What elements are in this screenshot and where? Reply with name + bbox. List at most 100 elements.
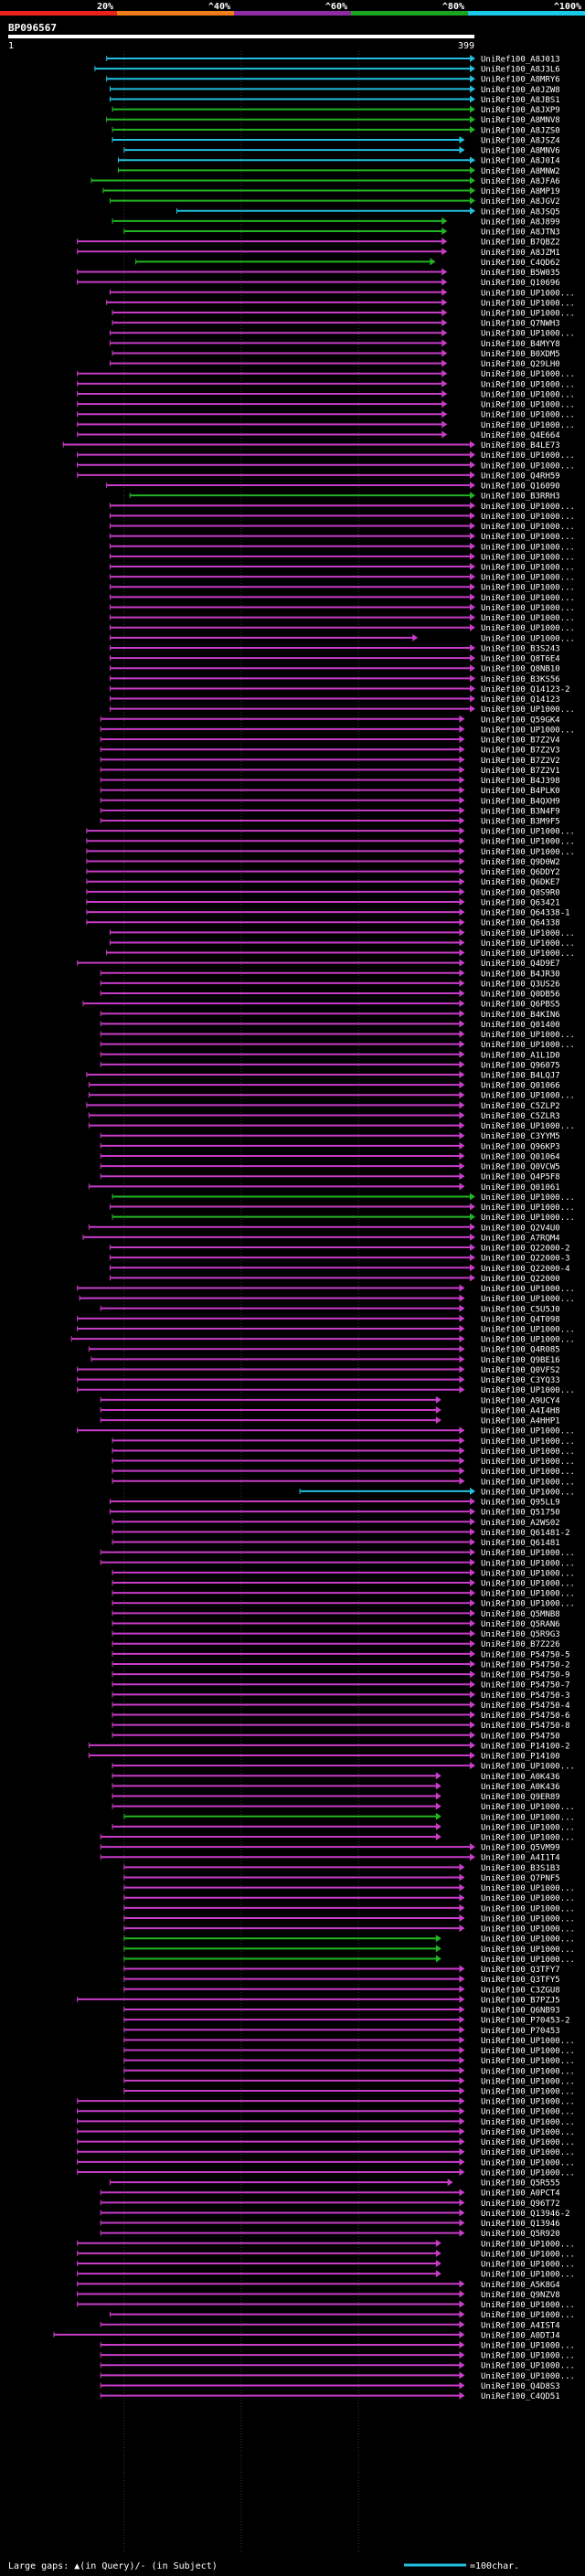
hit-label[interactable]: UniRef100_B7Z2V3 — [481, 747, 560, 756]
hit-label[interactable]: UniRef100_Q10696 — [481, 279, 560, 288]
hit-row[interactable]: UniRef100_UP1000... — [77, 2117, 575, 2127]
hit-label[interactable]: UniRef100_A4I1T4 — [481, 1854, 560, 1863]
hit-label[interactable]: UniRef100_A0K436 — [481, 1773, 560, 1782]
hit-row[interactable]: UniRef100_UP1000... — [100, 1833, 575, 1843]
hit-row[interactable]: UniRef100_P54750-2 — [112, 1659, 570, 1670]
hit-label[interactable]: UniRef100_UP1000... — [481, 421, 575, 430]
hit-row[interactable]: UniRef100_A1L1D0 — [100, 1050, 560, 1061]
hit-row[interactable]: UniRef100_UP1000... — [100, 1558, 575, 1569]
hit-label[interactable]: UniRef100_Q01066 — [481, 1082, 560, 1091]
hit-label[interactable]: UniRef100_Q9NZV8 — [481, 2291, 560, 2300]
hit-row[interactable]: UniRef100_P70453-2 — [123, 2016, 570, 2026]
hit-label[interactable]: UniRef100_Q5VM99 — [481, 1844, 560, 1853]
hit-label[interactable]: UniRef100_UP1000... — [481, 1031, 575, 1040]
hit-label[interactable]: UniRef100_UP1000... — [481, 1813, 575, 1822]
hit-row[interactable]: UniRef100_UP1000... — [77, 461, 575, 472]
hit-row[interactable]: UniRef100_A0JZW8 — [109, 85, 560, 95]
hit-row[interactable]: UniRef100_UP1000... — [112, 1436, 575, 1447]
hit-label[interactable]: UniRef100_Q7PNF5 — [481, 1874, 560, 1883]
hit-row[interactable]: UniRef100_A8MNV6 — [123, 146, 560, 156]
hit-label[interactable]: UniRef100_UP1000... — [481, 1945, 575, 1955]
hit-row[interactable]: UniRef100_B7Z2V2 — [100, 756, 560, 766]
hit-row[interactable]: UniRef100_UP1000... — [109, 603, 575, 613]
hit-label[interactable]: UniRef100_Q14123-2 — [481, 685, 570, 694]
hit-row[interactable]: UniRef100_A8J0I4 — [117, 156, 560, 166]
hit-row[interactable]: UniRef100_UP1000... — [112, 1568, 575, 1579]
hit-label[interactable]: UniRef100_UP1000... — [481, 1193, 575, 1203]
hit-row[interactable]: UniRef100_Q96075 — [100, 1060, 560, 1071]
hit-label[interactable]: UniRef100_UP1000... — [481, 1295, 575, 1304]
hit-row[interactable]: UniRef100_Q96T72 — [100, 2199, 560, 2209]
hit-label[interactable]: UniRef100_Q29LH0 — [481, 360, 560, 369]
hit-label[interactable]: UniRef100_UP1000... — [481, 1386, 575, 1395]
hit-row[interactable]: UniRef100_UP1000... — [123, 1883, 575, 1894]
hit-label[interactable]: UniRef100_P54750-6 — [481, 1712, 570, 1721]
hit-label[interactable]: UniRef100_Q8S9R0 — [481, 888, 560, 897]
hit-row[interactable]: UniRef100_UP1000... — [109, 928, 575, 938]
hit-label[interactable]: UniRef100_Q0DB56 — [481, 991, 560, 1000]
hit-row[interactable]: UniRef100_UP1000... — [109, 502, 575, 512]
hit-row[interactable]: UniRef100_UP1000... — [77, 2107, 575, 2117]
hit-label[interactable]: UniRef100_UP1000... — [481, 584, 575, 593]
hit-row[interactable]: UniRef100_B7Z226 — [112, 1639, 560, 1650]
hit-label[interactable]: UniRef100_B3S243 — [481, 644, 560, 653]
hit-row[interactable]: UniRef100_UP1000... — [77, 2147, 575, 2158]
hit-row[interactable]: UniRef100_UP1000... — [109, 623, 575, 634]
hit-row[interactable]: UniRef100_Q9NZV8 — [77, 2290, 560, 2300]
hit-row[interactable]: UniRef100_C4QD62 — [135, 258, 560, 268]
hit-row[interactable]: UniRef100_A8JBS1 — [109, 95, 560, 105]
hit-row[interactable]: UniRef100_UP1000... — [299, 1487, 575, 1498]
hit-row[interactable]: UniRef100_UP1000... — [112, 1802, 575, 1813]
hit-label[interactable]: UniRef100_UP1000... — [481, 2362, 575, 2371]
hit-label[interactable]: UniRef100_UP1000... — [481, 1559, 575, 1568]
hit-row[interactable]: UniRef100_Q64338 — [86, 918, 560, 928]
hit-label[interactable]: UniRef100_Q01061 — [481, 1183, 560, 1193]
hit-row[interactable]: UniRef100_UP1000... — [123, 1945, 575, 1955]
hit-row[interactable]: UniRef100_Q01061 — [88, 1182, 560, 1193]
hit-row[interactable]: UniRef100_A8MNW2 — [117, 166, 560, 176]
hit-label[interactable]: UniRef100_Q22000-4 — [481, 1265, 570, 1274]
hit-label[interactable]: UniRef100_Q3TFY5 — [481, 1976, 560, 1985]
hit-label[interactable]: UniRef100_Q22000-3 — [481, 1255, 570, 1264]
hit-label[interactable]: UniRef100_UP1000... — [481, 2158, 575, 2168]
hit-row[interactable]: UniRef100_B7Z2V4 — [100, 736, 560, 746]
hit-label[interactable]: UniRef100_B7Z2V2 — [481, 757, 560, 766]
hit-label[interactable]: UniRef100_UP1000... — [481, 2088, 575, 2097]
hit-label[interactable]: UniRef100_Q14123 — [481, 695, 560, 705]
hit-label[interactable]: UniRef100_UP1000... — [481, 2128, 575, 2137]
hit-label[interactable]: UniRef100_UP1000... — [481, 503, 575, 512]
hit-row[interactable]: UniRef100_Q4RH59 — [77, 471, 560, 482]
hit-label[interactable]: UniRef100_UP1000... — [481, 1203, 575, 1213]
hit-label[interactable]: UniRef100_A8J013 — [481, 56, 560, 65]
hit-label[interactable]: UniRef100_Q4D9E7 — [481, 959, 560, 969]
hit-row[interactable]: UniRef100_P54750-9 — [112, 1670, 570, 1680]
hit-row[interactable]: UniRef100_Q29LH0 — [109, 359, 560, 370]
hit-label[interactable]: UniRef100_UP1000... — [481, 705, 575, 715]
hit-row[interactable]: UniRef100_C5ZLP2 — [86, 1101, 560, 1111]
hit-row[interactable]: UniRef100_UP1000... — [100, 2371, 575, 2381]
hit-label[interactable]: UniRef100_UP1000... — [481, 2077, 575, 2086]
hit-row[interactable]: UniRef100_UP1000... — [109, 633, 575, 644]
hit-label[interactable]: UniRef100_P54750-2 — [481, 1660, 570, 1670]
hit-label[interactable]: UniRef100_UP1000... — [481, 838, 575, 847]
hit-row[interactable]: UniRef100_UP1000... — [77, 369, 575, 380]
hit-row[interactable]: UniRef100_UP1000... — [123, 2056, 575, 2067]
hit-row[interactable]: UniRef100_Q14123 — [109, 694, 560, 705]
hit-label[interactable]: UniRef100_UP1000... — [481, 1447, 575, 1457]
hit-label[interactable]: UniRef100_B7Z2V1 — [481, 767, 560, 776]
hit-label[interactable]: UniRef100_A8JSZ4 — [481, 136, 560, 145]
hit-label[interactable]: UniRef100_UP1000... — [481, 949, 575, 959]
hit-row[interactable]: UniRef100_Q61481-2 — [112, 1528, 570, 1538]
hit-row[interactable]: UniRef100_P54750-4 — [112, 1701, 570, 1711]
hit-row[interactable]: UniRef100_UP1000... — [112, 1193, 575, 1203]
hit-row[interactable]: UniRef100_Q22000-4 — [109, 1264, 570, 1274]
hit-label[interactable]: UniRef100_B3S1B3 — [481, 1864, 560, 1873]
hit-row[interactable]: UniRef100_A5K8G4 — [77, 2280, 560, 2290]
hit-row[interactable]: UniRef100_UP1000... — [109, 288, 575, 299]
hit-row[interactable]: UniRef100_UP1000... — [86, 827, 575, 837]
hit-label[interactable]: UniRef100_UP1000... — [481, 2168, 575, 2178]
hit-row[interactable]: UniRef100_UP1000... — [77, 1385, 575, 1396]
hit-row[interactable]: UniRef100_UP1000... — [88, 1091, 575, 1101]
hit-row[interactable]: UniRef100_Q3TFY5 — [123, 1975, 560, 1986]
hit-row[interactable]: UniRef100_UP1000... — [79, 1294, 575, 1305]
